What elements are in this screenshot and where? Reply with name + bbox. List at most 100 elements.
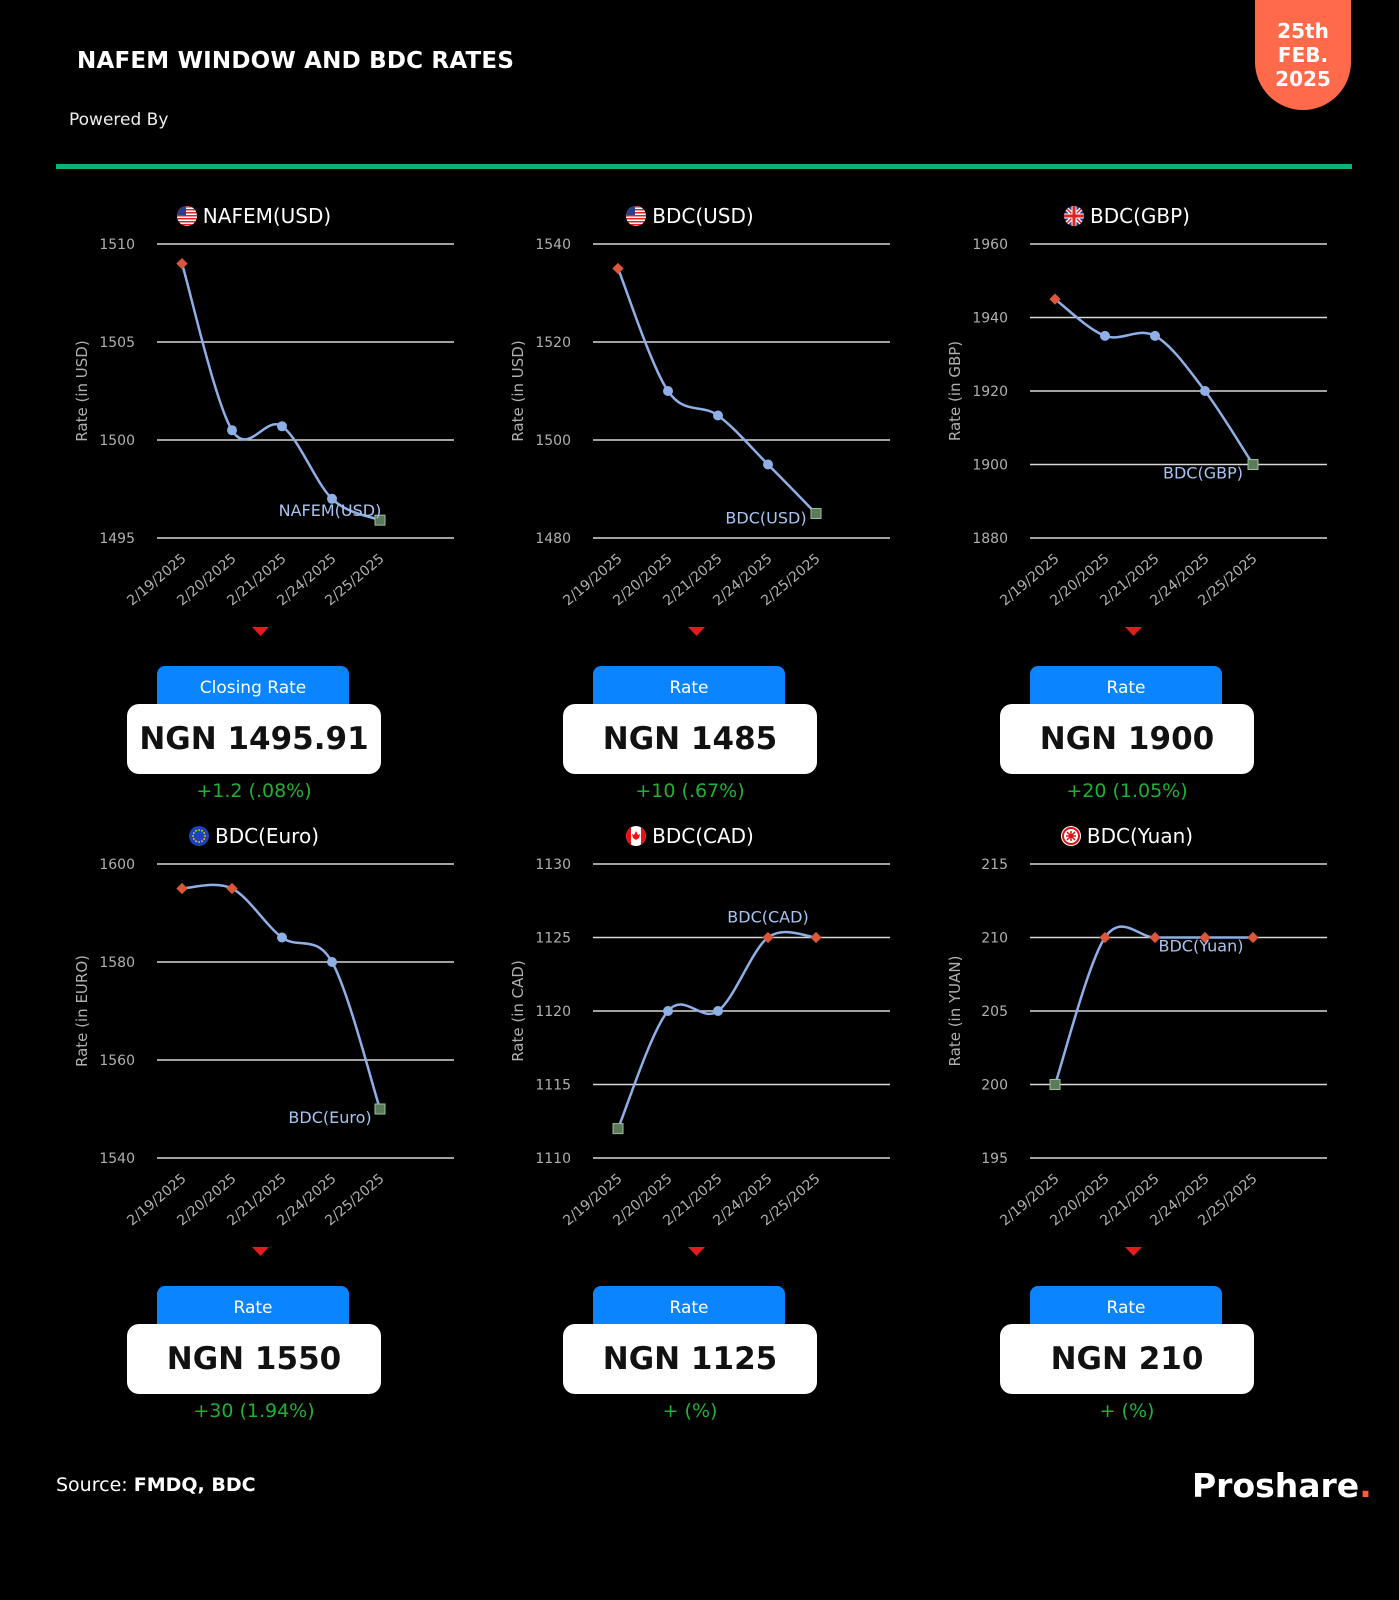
y-tick-label: 1560 — [99, 1053, 135, 1069]
source-value: FMDQ, BDC — [133, 1474, 256, 1496]
data-point — [374, 514, 386, 526]
series-label: BDC(USD) — [725, 509, 806, 528]
chart-title: BDC(Yuan) — [925, 824, 1329, 848]
rate-value: NGN 1550 — [127, 1324, 381, 1394]
y-tick-label: 210 — [981, 931, 1008, 947]
data-point — [176, 882, 188, 895]
china-flag-icon — [1060, 826, 1081, 846]
series-label: BDC(CAD) — [727, 908, 808, 927]
canada-flag-icon — [626, 826, 647, 846]
logo-text: Proshare — [1192, 1466, 1360, 1505]
y-tick-label: 1510 — [99, 237, 135, 253]
y-tick-label: 1880 — [972, 531, 1008, 547]
date-badge: 25th FEB. 2025 — [1255, 0, 1351, 110]
y-tick-label: 1540 — [99, 1151, 135, 1167]
chart-title-text: NAFEM(USD) — [202, 204, 332, 228]
rate-change: +30 (1.94%) — [193, 1400, 315, 1422]
down-arrow-icon — [1125, 627, 1142, 636]
chart-title-text: BDC(Euro) — [214, 824, 320, 848]
y-tick-label: 1500 — [99, 433, 135, 449]
y-tick-label: 1110 — [535, 1151, 571, 1167]
data-point — [227, 425, 237, 436]
data-point — [713, 410, 723, 421]
date-day: 25th — [1277, 19, 1329, 43]
down-arrow-icon — [252, 627, 269, 636]
y-tick-label: 200 — [981, 1078, 1008, 1094]
y-tick-label: 195 — [981, 1151, 1008, 1167]
down-arrow-icon — [688, 1247, 705, 1256]
y-tick-label: 1520 — [535, 335, 571, 351]
y-tick-label: 215 — [981, 857, 1008, 873]
chart-title: BDC(CAD) — [488, 824, 892, 848]
source-label: Source: — [56, 1474, 128, 1496]
data-point — [176, 257, 188, 270]
y-tick-label: 1480 — [535, 531, 571, 547]
page-title: NAFEM WINDOW AND BDC RATES — [77, 48, 515, 74]
rate-change: +10 (.67%) — [635, 780, 745, 802]
data-point — [327, 493, 337, 504]
data-point — [277, 932, 287, 943]
y-tick-label: 1580 — [99, 955, 135, 971]
chart-title-text: BDC(GBP) — [1090, 204, 1190, 228]
header-divider — [56, 164, 1352, 169]
us-flag-icon — [626, 206, 647, 226]
y-tick-label: 1900 — [972, 458, 1008, 474]
data-point — [226, 882, 238, 895]
data-point — [1247, 459, 1259, 470]
y-tick-label: 205 — [981, 1004, 1008, 1020]
us-flag-icon — [176, 206, 197, 226]
series-line — [616, 930, 817, 1130]
y-tick-label: 1920 — [972, 384, 1008, 400]
date-year: 2025 — [1275, 67, 1331, 91]
y-tick-label: 1495 — [99, 531, 135, 547]
data-point — [1099, 931, 1111, 944]
uk-flag-icon — [1064, 206, 1084, 226]
data-point — [810, 931, 822, 944]
chart-panel: 1880 1900 1920 1940 1960 Rate (in GBP) 2/19/20… — [925, 200, 1365, 802]
y-axis-label: Rate (in GBP) — [946, 341, 964, 441]
eu-flag-icon — [188, 826, 209, 846]
series-line — [1054, 298, 1255, 466]
data-point — [1199, 931, 1211, 944]
series-label: BDC(Euro) — [288, 1108, 371, 1127]
series-line — [180, 263, 381, 522]
series-label: BDC(Yuan) — [1159, 937, 1244, 956]
chart-panel: 1480 1500 1520 1540 Rate (in USD) 2/19/2025 2/… — [488, 200, 928, 802]
y-axis-label: Rate (in EURO) — [73, 955, 91, 1067]
y-tick-label: 1125 — [535, 931, 571, 947]
series-line — [1053, 925, 1253, 1085]
data-point — [663, 1006, 673, 1016]
chart-title: BDC(USD) — [488, 204, 892, 228]
data-point — [663, 386, 673, 396]
proshare-logo: Proshare. — [1192, 1466, 1372, 1505]
powered-by-label: Powered By — [69, 110, 169, 130]
data-point — [277, 421, 287, 432]
y-tick-label: 1500 — [535, 433, 571, 449]
y-tick-label: 1600 — [99, 857, 135, 873]
rate-change: + (%) — [1099, 1400, 1155, 1422]
series-label: BDC(GBP) — [1163, 464, 1243, 483]
data-point — [327, 957, 337, 967]
chart-title-text: BDC(CAD) — [652, 824, 754, 848]
series-label: NAFEM(USD) — [279, 501, 382, 520]
y-tick-label: 1130 — [535, 857, 571, 873]
chart-title-text: BDC(Yuan) — [1086, 824, 1194, 848]
data-point — [1149, 931, 1161, 944]
data-point — [1049, 293, 1061, 305]
y-tick-label: 1120 — [535, 1004, 571, 1020]
y-axis-label: Rate (in USD) — [509, 340, 527, 441]
chart-panel: 195 200 205 210 215 Rate (in YUAN) 2/19/2025 2/… — [925, 820, 1365, 1422]
rate-change: + (%) — [662, 1400, 718, 1422]
rate-value: NGN 1900 — [1000, 704, 1254, 774]
data-point — [1150, 330, 1160, 341]
data-point — [713, 1006, 723, 1016]
chart-title: BDC(Euro) — [52, 824, 456, 848]
y-tick-label: 1540 — [535, 237, 571, 253]
data-point — [1100, 330, 1110, 341]
down-arrow-icon — [252, 1247, 269, 1256]
